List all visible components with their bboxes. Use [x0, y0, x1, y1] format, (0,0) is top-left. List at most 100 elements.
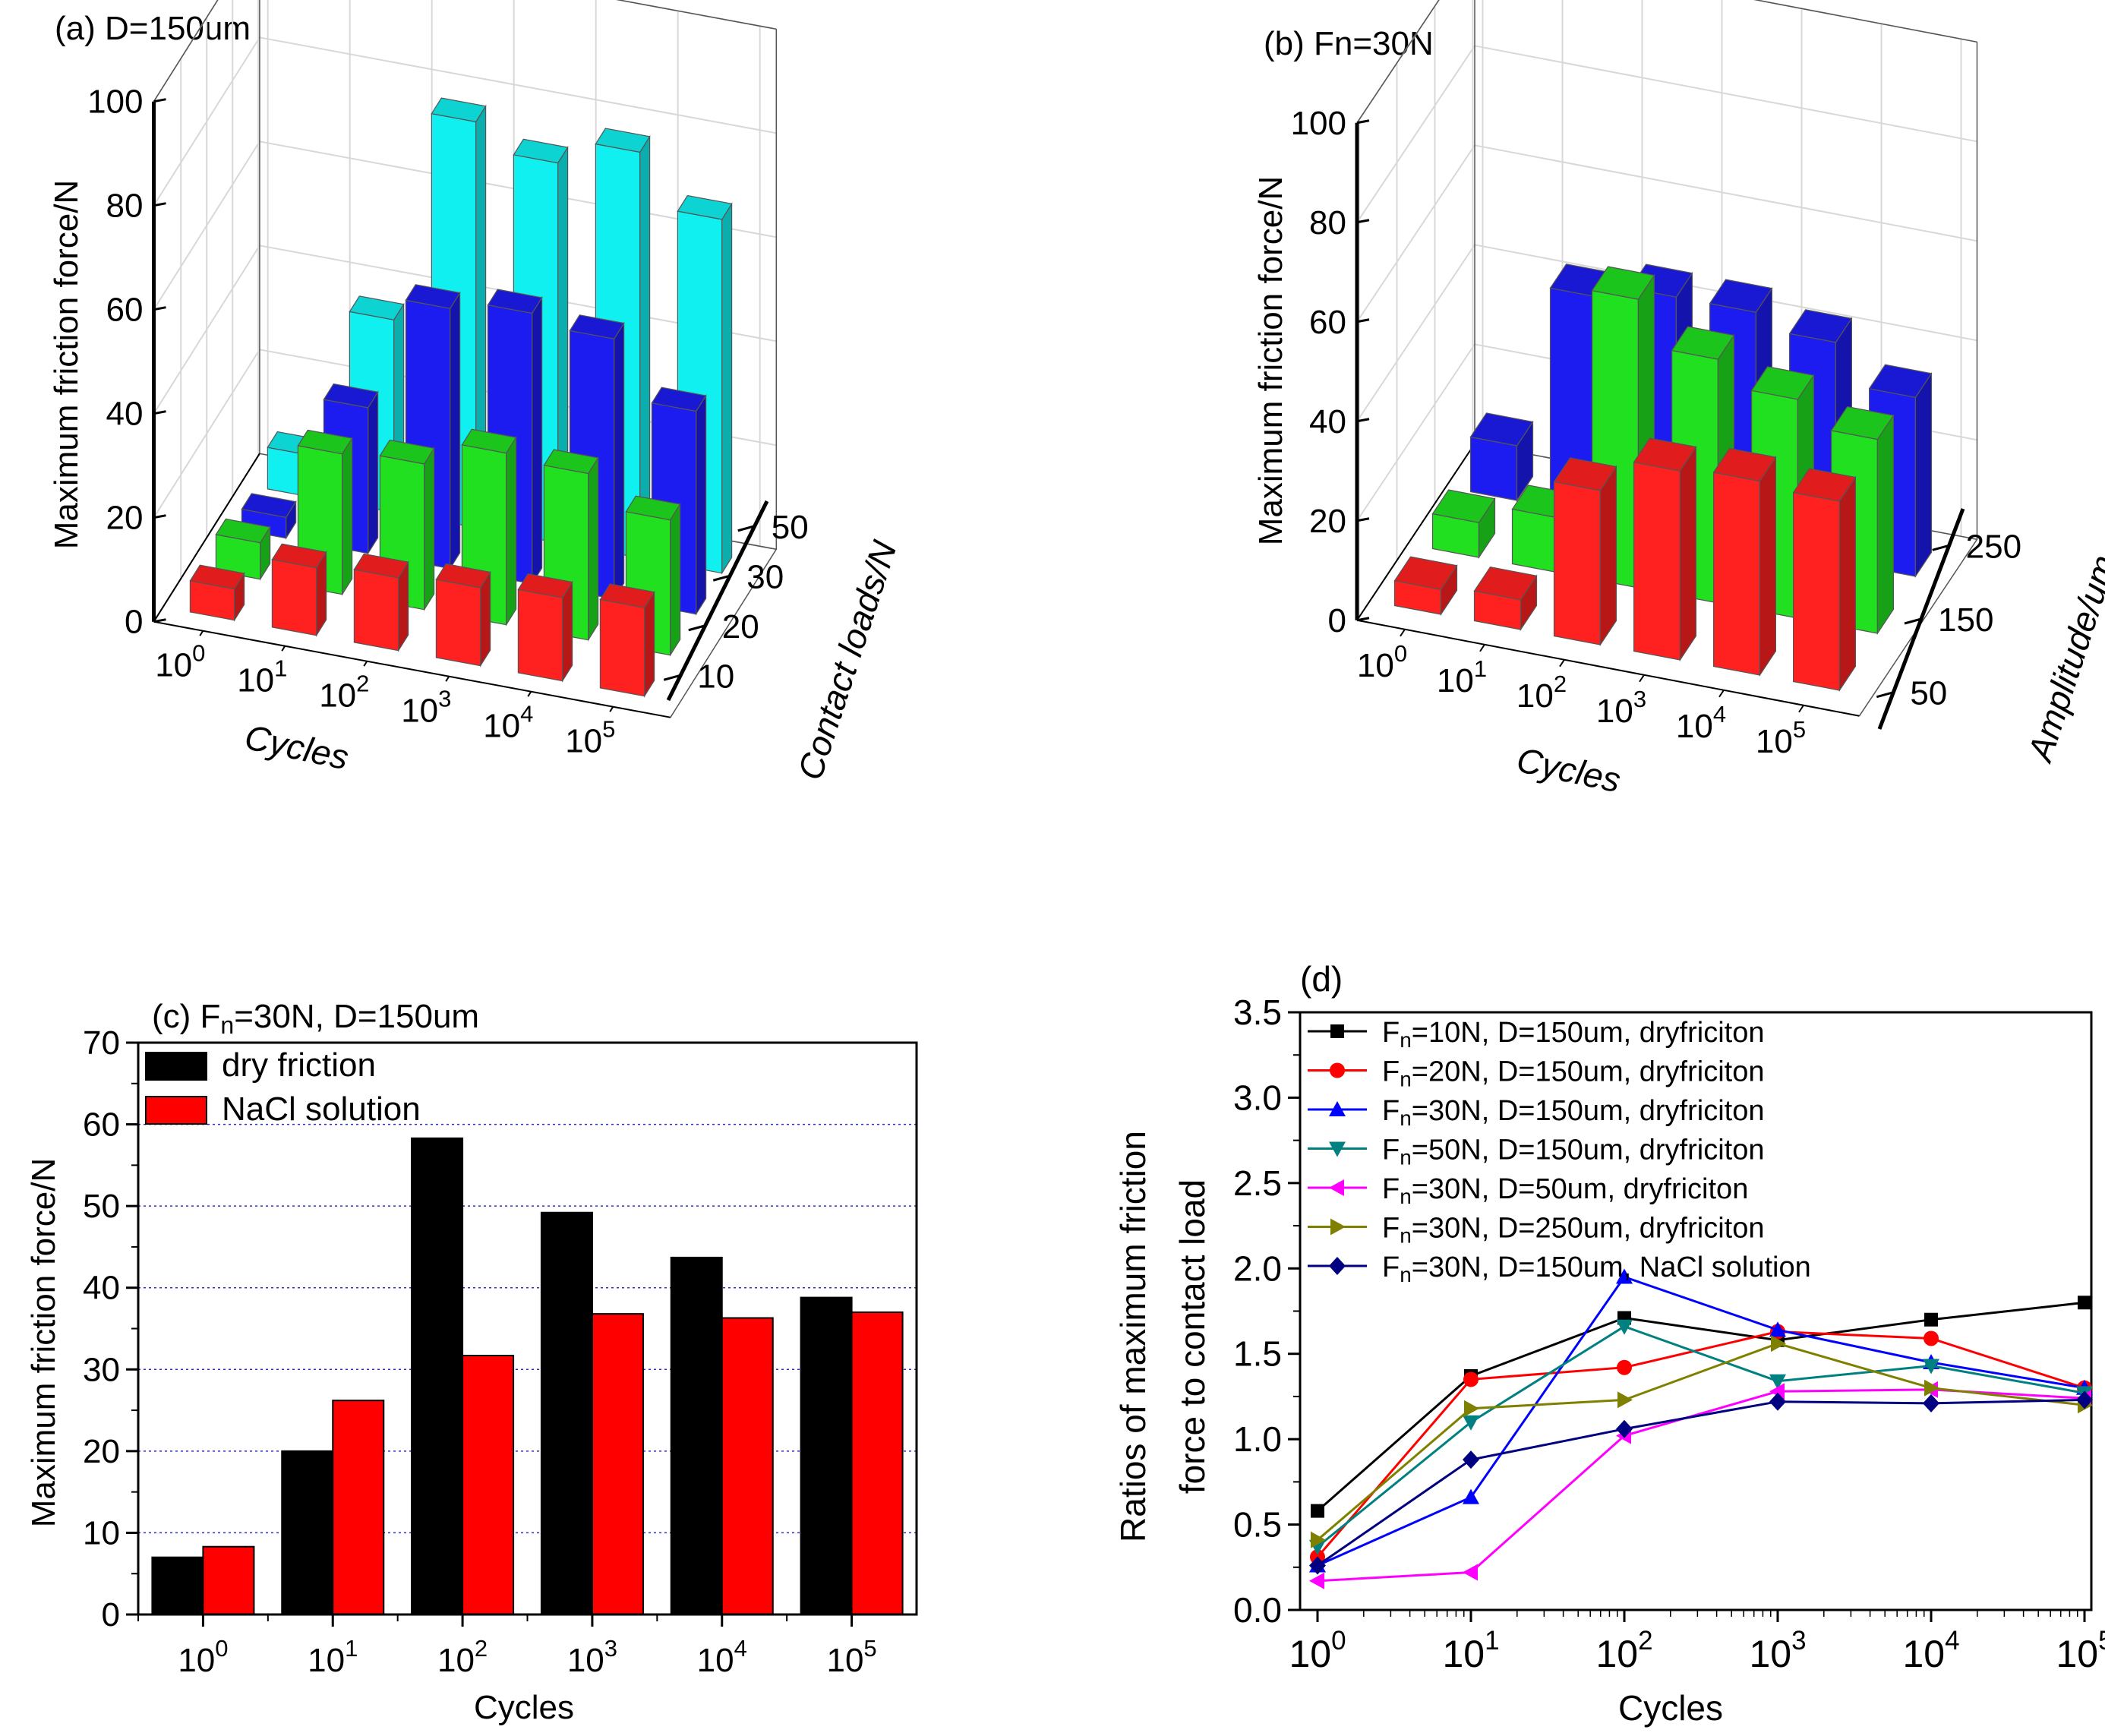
panel-a-z-ticks: 10 20 30 50 [663, 509, 809, 695]
pa-bar-side [506, 436, 517, 627]
pc-bar [670, 1256, 723, 1615]
pd-legend-label: Fn=30N, D=150um, NaCl solution [1382, 1251, 1811, 1286]
pb-bar-top [1830, 406, 1895, 440]
pd-data-point [1311, 1531, 1326, 1548]
pd-data-point [1924, 1312, 1938, 1327]
pd-data-point [1924, 1379, 1939, 1397]
pd-x-tick-label: 105 [2056, 1626, 2105, 1675]
pa-box-edge [153, 0, 777, 103]
pd-data-point [1463, 1488, 1479, 1504]
pb-x-tick-label: 103 [1596, 686, 1646, 730]
pa-bar [215, 518, 271, 581]
pd-data-point [1309, 1572, 1324, 1589]
pa-x-tick-label: 100 [155, 640, 205, 684]
pd-series-1 [1311, 1296, 2091, 1518]
pa-z-tick-label: 20 [722, 608, 759, 645]
pa-y-tick-label: 0 [125, 604, 143, 641]
pa-x-tick [609, 706, 614, 712]
pa-y-tick-label: 60 [106, 292, 144, 329]
pb-y-tick [1356, 119, 1370, 125]
pa-bar-top [625, 495, 681, 521]
panel-b-z-ticks: 50 150 250 [1876, 528, 2021, 712]
pa-x-tick-label: 102 [319, 671, 369, 715]
pd-legend-label: Fn=30N, D=150um, dryfriciton [1382, 1095, 1764, 1130]
pb-x-tick-label: 100 [1357, 640, 1407, 684]
pd-data-point [1616, 1268, 1633, 1284]
pc-bar [202, 1545, 255, 1615]
pc-bar [151, 1556, 204, 1615]
pb-bar-front [1469, 436, 1518, 501]
pb-floor-edge [1356, 443, 1475, 621]
pa-bar-side [721, 202, 733, 575]
pb-bar [1431, 489, 1496, 559]
pa-bar-top [349, 295, 405, 320]
pb-x-tick [1479, 644, 1485, 652]
pa-z-tick-label: 10 [697, 658, 734, 695]
pc-bar [281, 1450, 334, 1616]
pc-y-tick-label: 20 [83, 1433, 120, 1470]
panel-d-y-ticks: 0.0 0.5 1.0 1.5 2.0 2.5 3.0 3.5 [1233, 993, 1300, 1630]
pd-data-point [1769, 1383, 1785, 1400]
pa-y-tick [153, 410, 166, 415]
pa-bar-top [431, 97, 487, 123]
pa-bar-front [353, 569, 399, 652]
pc-x-tick-label: 103 [567, 1635, 617, 1679]
pa-bar [599, 583, 655, 698]
pb-y-tick [1356, 318, 1370, 324]
pd-x-tick-label: 102 [1595, 1626, 1652, 1675]
pb-bar-front [1553, 481, 1601, 645]
panel-c-y-ticks: 0 10 20 30 40 50 60 70 [83, 1024, 138, 1633]
pb-bar-side [1914, 371, 1932, 578]
pc-y-tick-label: 0 [102, 1596, 120, 1633]
pa-bar-front [271, 559, 317, 636]
panel-a-y-ticks: 0 20 40 60 80 100 [87, 84, 166, 641]
pb-x-tick-label: 102 [1516, 671, 1567, 715]
pa-bar-top [379, 439, 435, 465]
pd-series-6 [1311, 1335, 2093, 1548]
pd-data-point [1617, 1359, 1632, 1375]
pb-bar-top [1473, 567, 1538, 601]
pa-bar [517, 573, 573, 683]
pd-data-point [1463, 1564, 1478, 1581]
pa-x-axis-line [153, 620, 671, 718]
pa-bar-top [461, 428, 517, 454]
pa-y-tick-label: 100 [87, 84, 143, 121]
panel-c-bars [151, 1137, 904, 1616]
pd-legend-marker [1329, 1141, 1346, 1157]
pb-bar-top [1868, 364, 1933, 398]
pd-data-point [1464, 1400, 1479, 1417]
panel-b-box-frame [1355, 0, 1978, 730]
pb-bar-front [1713, 472, 1760, 676]
panel-b-x-ticks: 100 101 102 103 104 105 [1357, 629, 1806, 760]
pb-bar [1553, 457, 1617, 646]
pb-y-tick-label: 40 [1309, 403, 1346, 440]
pd-data-point [2078, 1296, 2091, 1310]
pa-bar [271, 543, 327, 637]
pd-legend-label: Fn=50N, D=150um, dryfriciton [1382, 1135, 1764, 1169]
pa-bar-top [435, 563, 491, 589]
pc-bar [332, 1400, 385, 1615]
pd-legend-marker [1329, 1257, 1346, 1275]
panel-c: (c) Fn=30N, D=150um Maximum friction for… [25, 998, 918, 1726]
pd-series-line [1317, 1342, 2085, 1541]
pa-bar-top [215, 518, 271, 544]
pd-data-point [1463, 1371, 1479, 1387]
pa-bar [435, 563, 491, 668]
pa-bar-top [543, 449, 599, 475]
pd-y-tick-label: 0.5 [1233, 1505, 1282, 1545]
panel-b-y-ticks: 0 20 40 60 80 100 [1291, 105, 1370, 639]
pb-bar-front [1793, 491, 1840, 691]
pa-x-tick [363, 661, 368, 667]
pa-x-tick [527, 691, 532, 697]
pd-series-4 [1309, 1319, 2093, 1555]
pd-x-tick-label: 101 [1442, 1626, 1499, 1675]
pa-bar-side [424, 447, 435, 611]
pa-x-tick-label: 103 [401, 686, 451, 730]
pd-data-point [1311, 1504, 1324, 1518]
pa-z-tick [712, 574, 731, 582]
panel-b-y-axis-label: Maximum friction force/N [1252, 176, 1289, 546]
pb-bar-top [1393, 556, 1458, 590]
pc-y-tick-label: 50 [83, 1188, 120, 1225]
panel-c-legend: dry friction NaCl solution [145, 1046, 421, 1128]
pc-y-tick-label: 40 [83, 1270, 120, 1307]
